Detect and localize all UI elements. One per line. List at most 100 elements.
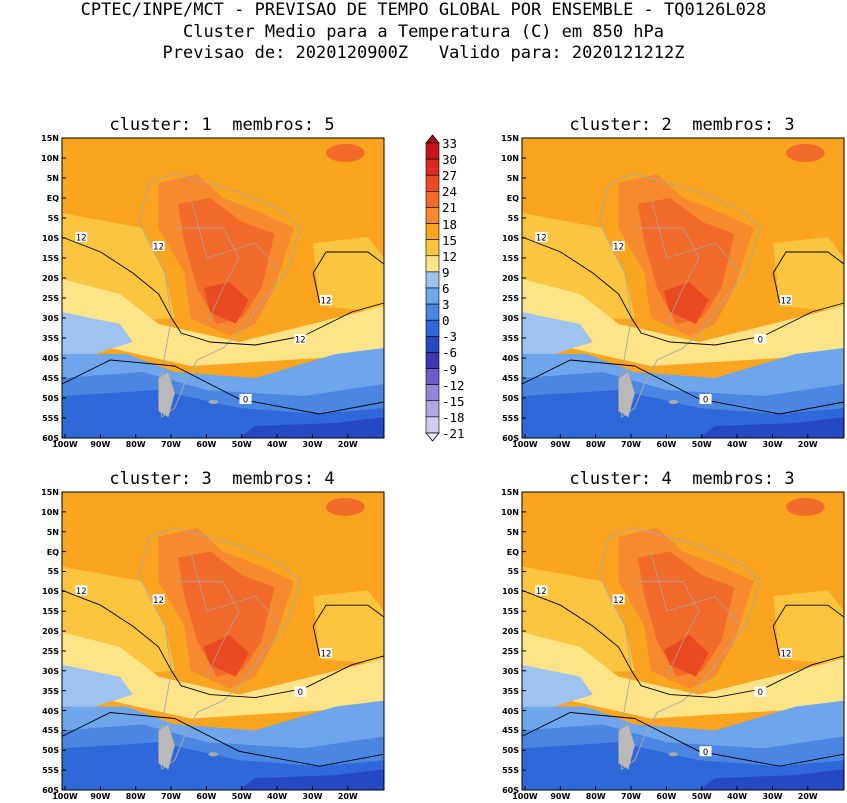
colorbar-segment — [425, 174, 440, 192]
lat-tick-label: 45S — [502, 726, 519, 736]
lat-tick-label: 35S — [502, 686, 519, 696]
lat-tick-label: 5S — [47, 567, 59, 577]
lon-tick-label: 40W — [267, 440, 288, 449]
svg-text:12: 12 — [153, 243, 164, 253]
lon-tick-label: 40W — [727, 792, 748, 801]
lon-tick-label: 100W — [52, 792, 78, 801]
map-panel-1: 12 12 12 12 0 — [61, 137, 385, 439]
map-panel-3: 12 12 12 0 — [61, 491, 385, 791]
svg-text:12: 12 — [321, 649, 332, 659]
contour-label: 12 — [535, 232, 548, 244]
contour-label: 12 — [152, 594, 165, 606]
colorbar-segment — [425, 319, 440, 337]
lat-tick-label: 45S — [42, 726, 59, 736]
lon-tick-label: 60W — [656, 440, 677, 449]
colorbar-segment — [425, 416, 440, 434]
lat-tick-label: 40S — [502, 706, 519, 716]
contour-label: 12 — [75, 585, 88, 597]
colorbar-segment — [425, 223, 440, 240]
lat-tick-label: 15N — [41, 488, 59, 497]
lat-tick-label: 20S — [42, 627, 59, 637]
colorbar-segment — [425, 239, 440, 257]
contour-label: 12 — [535, 585, 548, 597]
colorbar-segment — [425, 336, 440, 353]
colorbar-level-label: 6 — [442, 281, 450, 296]
lat-tick-label: 60S — [42, 434, 59, 443]
lat-tick-label: 30S — [502, 666, 519, 676]
colorbar-segment — [425, 271, 440, 289]
lon-tick-label: 20W — [337, 792, 358, 801]
lat-tick-label: 15S — [42, 607, 59, 617]
lat-tick-label: 5N — [46, 527, 59, 537]
lon-tick-label: 30W — [302, 440, 323, 449]
lon-tick-label: 70W — [161, 440, 182, 449]
colorbar-level-label: 30 — [442, 152, 458, 168]
lat-tick-label: 5S — [507, 214, 519, 223]
lat-tick-label: 10S — [502, 587, 519, 597]
contour-label: 12 — [75, 232, 88, 244]
lat-tick-label: 15S — [502, 254, 519, 263]
lat-tick-label: EQ — [506, 547, 519, 557]
contour-label: 0 — [699, 394, 712, 406]
lon-tick-label: 80W — [585, 792, 606, 801]
lon-tick-label: 30W — [762, 440, 783, 449]
lat-tick-label: 15N — [41, 134, 59, 143]
colorbar-level-label: -3 — [442, 329, 458, 345]
lon-tick-label: 20W — [797, 440, 818, 449]
colorbar-level-label: 9 — [442, 264, 450, 280]
lon-tick-label: 50W — [691, 440, 712, 449]
lat-tick-label: 35S — [42, 686, 59, 696]
lat-tick-label: 15S — [502, 607, 519, 617]
map-panel-2: 12 12 12 0 0 — [521, 137, 845, 439]
lat-tick-label: 55S — [42, 414, 59, 423]
lon-tick-label: 20W — [797, 792, 818, 801]
lat-tick-label: 20S — [502, 274, 519, 283]
lon-tick-label: 70W — [621, 792, 642, 801]
contour-label: 12 — [152, 241, 165, 253]
lon-tick-label: 90W — [550, 440, 571, 449]
colorbar-segment — [425, 384, 440, 402]
colorbar-segment — [425, 142, 440, 160]
lat-tick-label: 15S — [42, 254, 59, 263]
lat-tick-label: 55S — [502, 766, 519, 776]
lon-tick-label: 30W — [762, 792, 783, 801]
svg-text:12: 12 — [613, 243, 624, 253]
lat-tick-label: 5S — [47, 214, 59, 223]
lat-tick-label: 40S — [42, 706, 59, 716]
lon-tick-label: 100W — [512, 792, 538, 801]
lon-tick-label: 60W — [656, 792, 677, 801]
map-panel-4: 12 12 12 0 0 — [521, 491, 845, 791]
lon-tick-label: 90W — [550, 792, 571, 801]
lat-tick-label: 50S — [502, 746, 519, 756]
lat-tick-label: EQ — [46, 547, 59, 557]
svg-text:0: 0 — [298, 688, 303, 698]
contour-label: 12 — [780, 295, 793, 307]
lon-tick-label: 80W — [585, 440, 606, 449]
svg-text:12: 12 — [76, 234, 87, 244]
svg-text:12: 12 — [781, 297, 792, 307]
svg-text:12: 12 — [781, 649, 792, 659]
lat-tick-label: 30S — [42, 666, 59, 676]
lat-tick-label: 45S — [502, 374, 519, 383]
lon-tick-label: 90W — [90, 792, 111, 801]
panel-3-title: cluster: 3 membros: 4 — [109, 469, 335, 489]
colorbar-level-label: 12 — [442, 248, 458, 264]
colorbar-level-label: 0 — [442, 313, 450, 329]
contour-label: 0 — [294, 686, 307, 698]
lat-tick-label: 10N — [41, 507, 59, 517]
lat-tick-label: 15N — [501, 488, 519, 497]
colorbar-segment — [425, 287, 440, 305]
lat-tick-label: 35S — [502, 334, 519, 343]
lat-tick-label: 45S — [42, 374, 59, 383]
colorbar-level-label: -6 — [442, 345, 458, 361]
contour-label: 12 — [612, 594, 625, 606]
colorbar-segment — [425, 400, 440, 418]
lon-tick-label: 80W — [125, 792, 146, 801]
lat-tick-label: 35S — [42, 334, 59, 343]
lon-tick-label: 40W — [727, 440, 748, 449]
lat-tick-label: 25S — [502, 294, 519, 303]
figure-title-line3: Previsao de: 2020120900Z Valido para: 20… — [162, 43, 685, 63]
colorbar-level-label: 15 — [442, 232, 458, 248]
colorbar-segment — [425, 368, 440, 385]
svg-text:0: 0 — [703, 396, 708, 406]
